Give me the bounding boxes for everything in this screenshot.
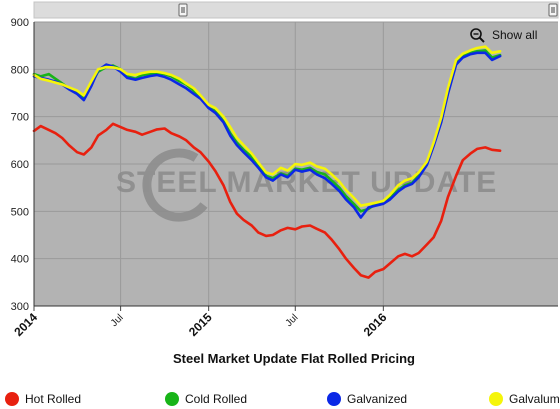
x-tick-label: 2014 bbox=[11, 310, 40, 339]
chart-title: Steel Market Update Flat Rolled Pricing bbox=[173, 351, 415, 366]
x-tick-label: Jul bbox=[109, 312, 126, 329]
y-tick-label: 500 bbox=[11, 206, 29, 218]
gridlines bbox=[33, 21, 558, 307]
range-selector-track[interactable] bbox=[33, 1, 559, 19]
legend-item-hot-rolled[interactable]: Hot Rolled bbox=[5, 392, 81, 406]
legend-item-galvalume[interactable]: Galvalume bbox=[489, 392, 560, 406]
y-tick-label: 400 bbox=[11, 254, 29, 266]
watermark-logo-icon bbox=[142, 148, 208, 222]
legend-label: Galvalume bbox=[509, 392, 560, 406]
legend-marker-icon bbox=[327, 392, 341, 406]
y-tick-label: 800 bbox=[11, 64, 29, 76]
legend-label: Galvanized bbox=[347, 392, 407, 406]
legend-item-galvanized[interactable]: Galvanized bbox=[327, 392, 407, 406]
x-tick-label: 2016 bbox=[361, 310, 390, 339]
y-tick-label: 900 bbox=[11, 17, 29, 29]
y-tick-label: 700 bbox=[11, 112, 29, 124]
range-selector[interactable] bbox=[33, 1, 559, 19]
range-handle-right[interactable] bbox=[548, 3, 558, 17]
legend-label: Hot Rolled bbox=[25, 392, 81, 406]
y-tick-label: 300 bbox=[11, 301, 29, 313]
legend-marker-icon bbox=[165, 392, 179, 406]
x-tick-label: 2015 bbox=[186, 310, 215, 339]
series-line-galvalume[interactable] bbox=[32, 45, 502, 207]
y-tick-label: 600 bbox=[11, 159, 29, 171]
legend-marker-icon bbox=[5, 392, 19, 406]
zoom-out-icon bbox=[470, 28, 482, 40]
series-line-galvanized[interactable] bbox=[32, 51, 502, 219]
x-tick-label: Jul bbox=[284, 312, 301, 329]
show-all-label[interactable]: Show all bbox=[492, 28, 537, 42]
legend: Hot Rolled Cold Rolled Galvanized Galvalume bbox=[5, 392, 560, 406]
legend-label: Cold Rolled bbox=[185, 392, 247, 406]
series-line-hot-rolled[interactable] bbox=[32, 122, 502, 279]
series-layer bbox=[32, 45, 502, 279]
show-all-button[interactable]: Show all bbox=[470, 28, 537, 43]
range-handle-left[interactable] bbox=[178, 3, 188, 17]
legend-item-cold-rolled[interactable]: Cold Rolled bbox=[165, 392, 247, 406]
legend-marker-icon bbox=[489, 392, 503, 406]
